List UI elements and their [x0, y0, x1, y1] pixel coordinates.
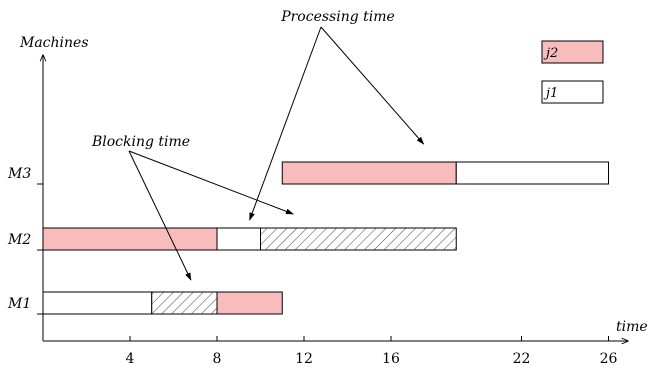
machine-label-m3: M3 — [7, 166, 31, 182]
annotation-arrow — [249, 26, 322, 221]
legend: j2 j1 — [541, 40, 604, 104]
annotation-arrow — [128, 150, 294, 215]
legend-label-j2: j2 — [543, 46, 558, 61]
x-tick-label: 26 — [600, 351, 618, 367]
annotation-label: Blocking time — [91, 134, 190, 150]
bar-m2-j1-processing — [216, 227, 261, 251]
annotation-label: Processing time — [280, 9, 395, 25]
x-tick-label: 22 — [513, 351, 531, 367]
bar-m2-j2-processing — [42, 227, 218, 251]
bar-m1-j1-processing — [42, 291, 153, 315]
annotation-arrow — [128, 150, 192, 281]
x-axis-label: time — [616, 319, 648, 335]
gantt-bars — [42, 161, 609, 315]
x-tick-label: 8 — [213, 351, 222, 367]
bar-m1-j1-blocking — [151, 291, 218, 315]
x-tick-label: 12 — [295, 351, 313, 367]
legend-swatch-j2 — [541, 40, 604, 64]
y-axis-label: Machines — [19, 35, 89, 51]
legend-label-j1: j1 — [543, 86, 558, 101]
bar-m3-j1-processing — [455, 161, 609, 185]
annotation-arrow — [320, 26, 425, 145]
machine-label-m2: M2 — [7, 232, 31, 248]
bar-m3-j2-processing — [281, 161, 457, 185]
bar-m2-j1-blocking — [260, 227, 457, 251]
x-tick-label: 16 — [382, 351, 400, 367]
annotations: Processing time Blocking time — [91, 9, 425, 281]
machine-label-m1: M1 — [7, 296, 31, 312]
legend-swatch-j1 — [541, 80, 604, 104]
x-tick-label: 4 — [126, 351, 135, 367]
bar-m1-j2-processing — [216, 291, 283, 315]
axes: 4 8 12 16 22 26 M1 M2 M3 — [7, 55, 628, 367]
